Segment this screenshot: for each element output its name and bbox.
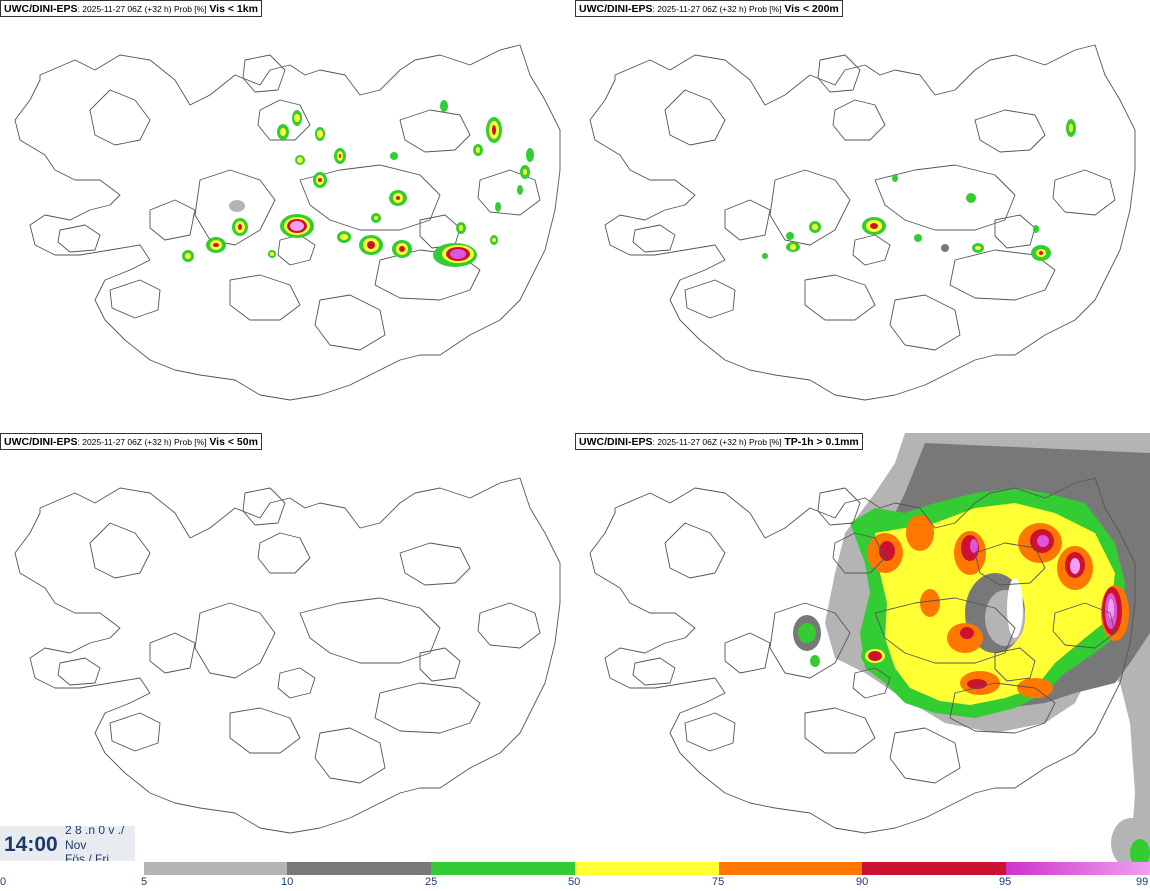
tick-label: 95 xyxy=(999,876,1012,888)
map-panel-vis-50m: UWC/DINI-EPS: 2025-11-27 06Z (+32 h) Pro… xyxy=(0,433,575,865)
colorbar-seg-75-90 xyxy=(719,862,862,875)
iceland-map xyxy=(589,433,1150,865)
panel-title: UWC/DINI-EPS: 2025-11-27 06Z (+32 h) Pro… xyxy=(575,433,863,450)
colorbar-seg-5-10 xyxy=(144,862,287,875)
colorbar xyxy=(144,862,1150,875)
tick-label: 90 xyxy=(856,876,869,888)
tick-label: 25 xyxy=(425,876,438,888)
colorbar-seg-50-75 xyxy=(575,862,719,875)
iceland-map xyxy=(14,44,561,401)
colorbar-ticks: 0 5 10 25 50 75 90 95 99 xyxy=(0,875,1150,891)
iceland-map xyxy=(14,477,561,834)
colorbar-seg-10-25 xyxy=(287,862,431,875)
valid-weekday: Fös / Fri xyxy=(65,852,109,861)
colorbar-seg-25-50 xyxy=(431,862,575,875)
iceland-map xyxy=(589,44,1136,401)
precip-field xyxy=(793,433,1150,865)
valid-time: 14:00 xyxy=(4,833,58,856)
panel-title: UWC/DINI-EPS: 2025-11-27 06Z (+32 h) Pro… xyxy=(0,433,262,450)
tick-label: 0 xyxy=(0,876,7,888)
map-panel-vis-200m: UWC/DINI-EPS: 2025-11-27 06Z (+32 h) Pro… xyxy=(575,0,1150,432)
map-panel-vis-1km: UWC/DINI-EPS: 2025-11-27 06Z (+32 h) Pro… xyxy=(0,0,575,432)
panel-title: UWC/DINI-EPS: 2025-11-27 06Z (+32 h) Pro… xyxy=(0,0,262,17)
colorbar-seg-95-99 xyxy=(1006,862,1150,875)
tick-label: 10 xyxy=(281,876,294,888)
probability-blobs xyxy=(762,119,1076,261)
valid-month: Nov xyxy=(65,838,87,852)
tick-label: 75 xyxy=(712,876,725,888)
tick-label: 50 xyxy=(568,876,581,888)
colorbar-seg-90-95 xyxy=(862,862,1006,875)
panel-title: UWC/DINI-EPS: 2025-11-27 06Z (+32 h) Pro… xyxy=(575,0,843,17)
map-panel-tp-1h: UWC/DINI-EPS: 2025-11-27 06Z (+32 h) Pro… xyxy=(575,433,1150,865)
valid-date-line: 2 8 .n 0 v ./ xyxy=(65,826,125,837)
probability-blobs xyxy=(182,100,534,267)
tick-label: 5 xyxy=(141,876,148,888)
tick-label: 99 xyxy=(1136,876,1149,888)
valid-time-box: 14:00 2 8 .n 0 v ./ Nov Fös / Fri xyxy=(0,826,135,861)
